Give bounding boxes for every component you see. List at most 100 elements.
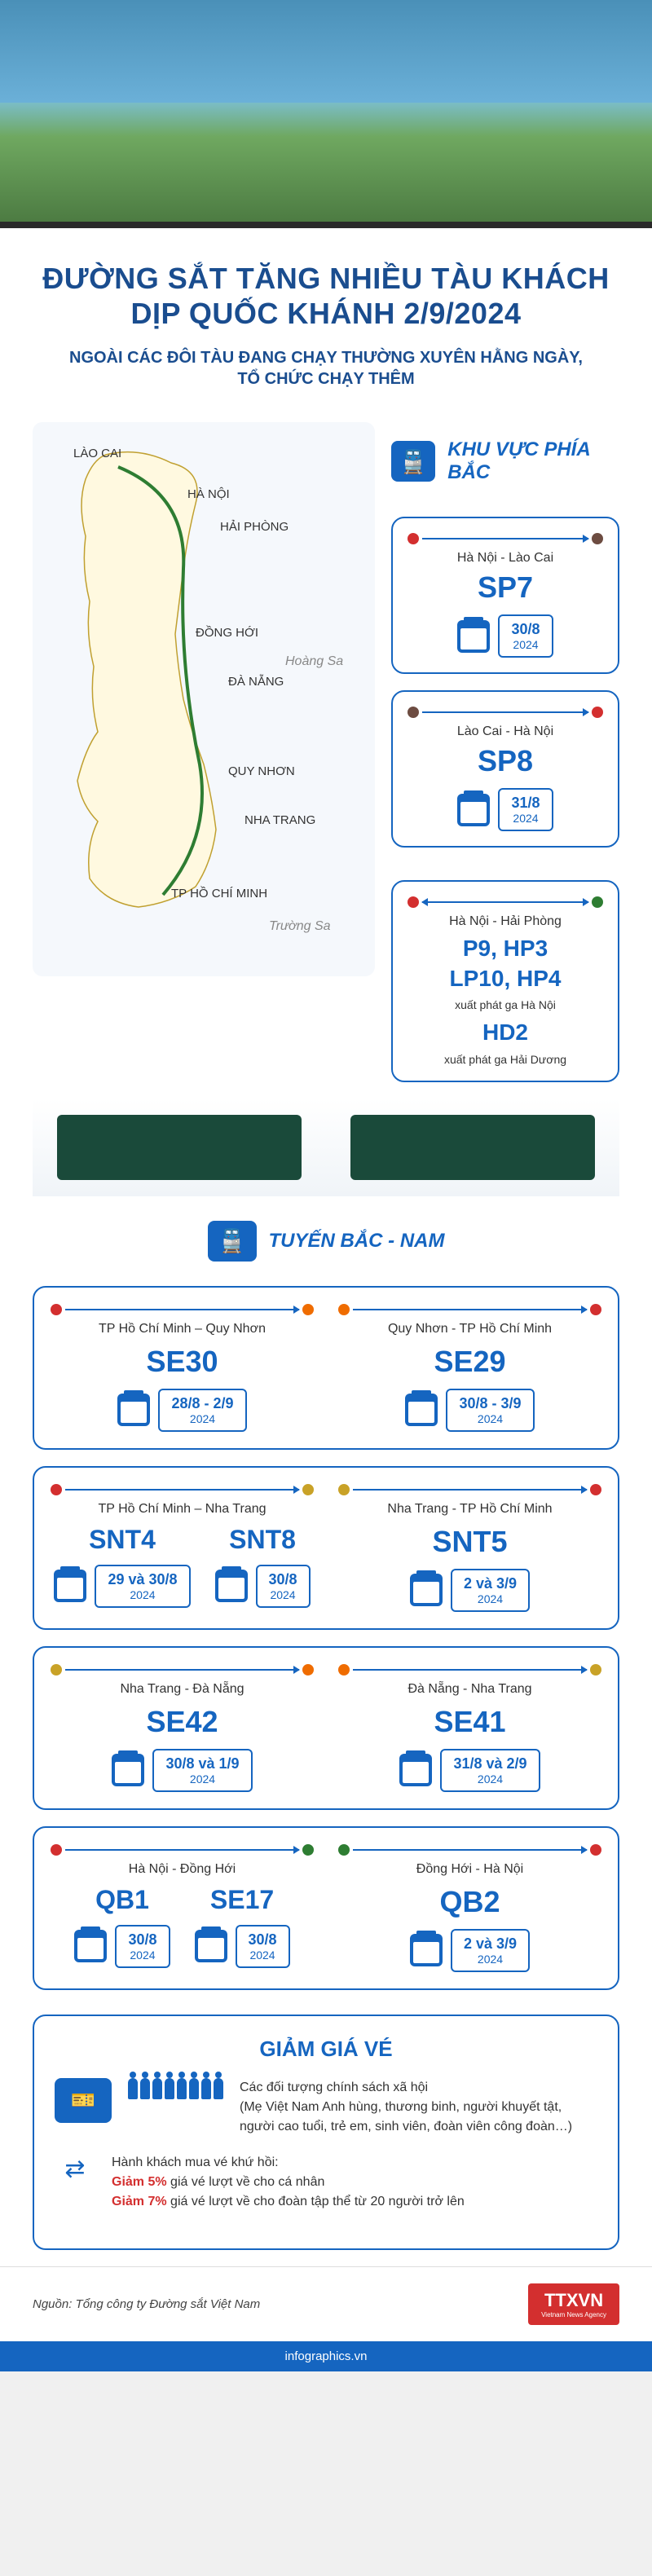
people-icon <box>128 2078 223 2099</box>
calendar-icon <box>405 1394 438 1426</box>
dot-from <box>338 1484 350 1495</box>
date-badge: 30/8 và 1/92024 <box>51 1749 314 1792</box>
calendar-icon <box>457 620 490 653</box>
train-code: SP8 <box>408 744 603 778</box>
route-arrow <box>353 1669 587 1671</box>
city-haiphong: HẢI PHÒNG <box>220 520 289 534</box>
route-cell: TP Hồ Chí Minh – Nha Trang SNT4 29 và 30… <box>51 1484 314 1612</box>
discount-pct: Giảm 5% <box>112 2175 167 2189</box>
train-code: LP10, HP4 <box>408 964 603 993</box>
train-code: QB2 <box>338 1885 601 1919</box>
calendar-icon <box>117 1394 150 1426</box>
dot-from <box>408 707 419 718</box>
train-code: SNT5 <box>338 1525 601 1559</box>
city-donghoi: ĐỒNG HỚI <box>196 626 258 640</box>
city-nhatrang: NHA TRANG <box>244 813 315 827</box>
train-icon: 🚆 <box>391 441 435 482</box>
date-badge: 30/82024 <box>195 1925 290 1968</box>
route-card-haiphong: Hà Nội - Hải Phòng P9, HP3 LP10, HP4 xuấ… <box>391 880 619 1081</box>
route-arrow <box>353 1849 587 1851</box>
calendar-icon <box>457 794 490 826</box>
train-code: SE42 <box>51 1705 314 1739</box>
route-name: Đà Nẵng - Nha Trang <box>338 1682 601 1697</box>
route-name: Đồng Hới - Hà Nội <box>338 1862 601 1877</box>
date-main: 29 và 30/8 <box>108 1571 177 1588</box>
route-cell: Đà Nẵng - Nha Trang SE41 31/8 và 2/92024 <box>338 1664 601 1792</box>
date-badge: 31/8 và 2/92024 <box>338 1749 601 1792</box>
dot-to <box>302 1664 314 1676</box>
route-name: Hà Nội - Lào Cai <box>408 551 603 566</box>
date-year: 2024 <box>464 1592 517 1605</box>
city-laocai: LÀO CAI <box>73 447 121 460</box>
train-code: P9, HP3 <box>408 934 603 963</box>
dot-to <box>302 1844 314 1856</box>
city-quynhon: QUY NHƠN <box>228 764 295 778</box>
dot-to <box>592 896 603 908</box>
dot-from <box>51 1304 62 1315</box>
route-cell: TP Hồ Chí Minh – Quy Nhơn SE30 28/8 - 2/… <box>51 1304 314 1432</box>
discount-text: giá vé lượt về cho đoàn tập thể từ 20 ng… <box>170 2195 465 2208</box>
roundtrip-label: Hành khách mua vé khứ hồi: <box>112 2153 597 2173</box>
dot-from <box>51 1844 62 1856</box>
calendar-icon <box>74 1930 107 1962</box>
title-section: ĐƯỜNG SẮT TĂNG NHIỀU TÀU KHÁCH DỊP QUỐC … <box>0 228 652 406</box>
route-name: Hà Nội - Hải Phòng <box>408 914 603 929</box>
train-code: SNT4 <box>54 1525 190 1555</box>
date-badge: 30/82024 <box>408 614 603 658</box>
bottom-url: infographics.vn <box>0 2341 652 2371</box>
route-arrow <box>65 1849 299 1851</box>
date-badge: 30/8 - 3/92024 <box>338 1389 601 1432</box>
ttxvn-logo: TTXVN Vietnam News Agency <box>528 2283 619 2325</box>
route-cell: Đồng Hới - Hà Nội QB2 2 và 3/92024 <box>338 1844 601 1972</box>
route-arrow <box>353 1309 587 1310</box>
train-code: SE30 <box>51 1345 314 1379</box>
depart-note: xuất phát ga Hà Nội <box>408 998 603 1011</box>
date-main: 30/8 và 1/9 <box>165 1755 239 1772</box>
date-main: 30/8 <box>269 1571 297 1588</box>
dot-from <box>408 533 419 544</box>
calendar-icon <box>410 1934 443 1966</box>
calendar-icon <box>112 1754 144 1786</box>
island-truongsa: Trường Sa <box>269 919 331 934</box>
route-name: Nha Trang - TP Hồ Chí Minh <box>338 1502 601 1517</box>
title-line2: DỊP QUỐC KHÁNH 2/9/2024 <box>24 296 628 331</box>
date-badge: 31/82024 <box>408 788 603 831</box>
date-year: 2024 <box>165 1772 239 1786</box>
date-badge: 30/82024 <box>74 1925 170 1968</box>
route-arrow <box>422 711 588 713</box>
date-main: 30/8 - 3/9 <box>459 1395 521 1412</box>
date-main: 28/8 - 2/9 <box>171 1395 233 1412</box>
policy-label: Các đối tượng chính sách xã hội <box>240 2081 428 2094</box>
route-arrow <box>65 1489 299 1491</box>
route-row: Nha Trang - Đà Nẵng SE42 30/8 và 1/92024… <box>33 1646 619 1810</box>
calendar-icon <box>54 1570 86 1602</box>
calendar-icon <box>410 1574 443 1606</box>
date-badge: 29 và 30/82024 <box>54 1565 190 1608</box>
hero-image <box>0 0 652 228</box>
route-row: Hà Nội - Đồng Hới QB1 30/82024 SE17 30/8… <box>33 1826 619 1990</box>
route-card: Lào Cai - Hà Nội SP8 31/82024 <box>391 690 619 848</box>
dot-from <box>408 896 419 908</box>
source-text: Nguồn: Tổng công ty Đường sắt Việt Nam <box>33 2297 260 2311</box>
discount-pct: Giảm 7% <box>112 2195 167 2208</box>
date-main: 31/8 <box>511 795 540 812</box>
train-icon: 🚆 <box>208 1221 257 1262</box>
date-year: 2024 <box>464 1953 517 1966</box>
date-badge: 2 và 3/92024 <box>338 1569 601 1612</box>
subtitle-line1: NGOÀI CÁC ĐÔI TÀU ĐANG CHẠY THƯỜNG XUYÊN… <box>24 347 628 368</box>
train-code: QB1 <box>74 1885 170 1915</box>
dot-to <box>302 1484 314 1495</box>
route-cell: Quy Nhơn - TP Hồ Chí Minh SE29 30/8 - 3/… <box>338 1304 601 1432</box>
dot-to <box>592 533 603 544</box>
discount-title: GIẢM GIÁ VÉ <box>55 2037 597 2062</box>
date-year: 2024 <box>269 1588 297 1601</box>
date-year: 2024 <box>108 1588 177 1601</box>
route-name: TP Hồ Chí Minh – Nha Trang <box>51 1502 314 1517</box>
subtitle-line2: TỔ CHỨC CHẠY THÊM <box>24 368 628 390</box>
date-badge: 28/8 - 2/92024 <box>51 1389 314 1432</box>
date-badge: 2 và 3/92024 <box>338 1929 601 1972</box>
dot-to <box>590 1844 601 1856</box>
route-row: TP Hồ Chí Minh – Quy Nhơn SE30 28/8 - 2/… <box>33 1286 619 1450</box>
region-ns-title: TUYẾN BẮC - NAM <box>269 1230 445 1253</box>
route-name: TP Hồ Chí Minh – Quy Nhơn <box>51 1322 314 1336</box>
